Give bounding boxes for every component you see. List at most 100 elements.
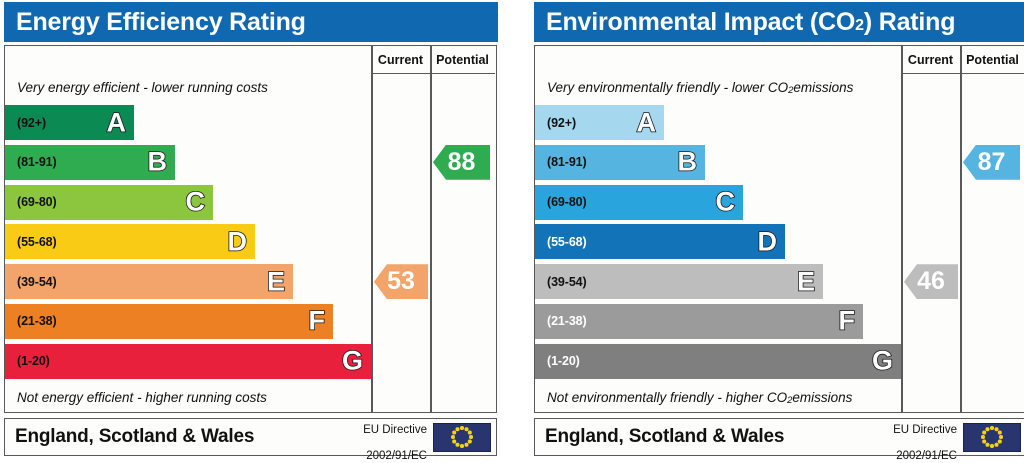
band-range-a: (92+) bbox=[17, 115, 47, 130]
co2-band-letter-c: C bbox=[715, 186, 736, 217]
band-bar-e: (39-54) E bbox=[5, 264, 293, 300]
band-range-g: (1-20) bbox=[17, 354, 50, 369]
co2-band-letter-b: B bbox=[677, 146, 698, 177]
column-header-underline bbox=[371, 72, 495, 74]
co2-band-letter-e: E bbox=[796, 266, 816, 297]
band-bar-d: (55-68) D bbox=[5, 224, 255, 260]
co2-footer-directive: EU Directive 2002/91/EC bbox=[893, 411, 963, 463]
energy-chart-body: Current Potential Very energy efficient … bbox=[4, 45, 497, 413]
co2-band-row-d: (55-68) D bbox=[535, 222, 901, 262]
energy-current-rating-marker: 53 bbox=[374, 264, 428, 300]
co2-band-range-g: (1-20) bbox=[547, 354, 580, 369]
band-letter-c: C bbox=[185, 186, 206, 217]
band-range-b: (81-91) bbox=[17, 155, 57, 170]
band-row-g: (1-20) G bbox=[5, 342, 371, 382]
co2-band-row-g: (1-20) G bbox=[535, 342, 901, 382]
band-bar-f: (21-38) F bbox=[5, 303, 333, 339]
co2-band-bar-a: (92+) A bbox=[535, 105, 664, 140]
band-bar-c: (69-80) C bbox=[5, 184, 213, 220]
co2-footer-region-label: England, Scotland & Wales bbox=[545, 426, 785, 447]
band-letter-g: G bbox=[341, 345, 364, 376]
footer-directive: EU Directive 2002/91/EC bbox=[363, 411, 433, 463]
co2-band-bar-g: (1-20) G bbox=[535, 343, 901, 379]
co2-caption-bottom-subscript: 2 bbox=[787, 394, 793, 406]
co2-caption-top-suffix: emissions bbox=[793, 80, 854, 95]
co2-column-header-underline bbox=[901, 72, 1024, 74]
co2-column-header-potential: Potential bbox=[966, 52, 1019, 67]
co2-band-bar-d: (55-68) D bbox=[535, 224, 785, 260]
co2-chart-body: Current Potential Very environmentally f… bbox=[534, 45, 1024, 413]
band-row-d: (55-68) D bbox=[5, 222, 371, 262]
co2-column-divider-potential bbox=[960, 46, 962, 412]
eu-flag-icon bbox=[433, 422, 491, 452]
energy-caption-bottom-text: Not energy efficient - higher running co… bbox=[17, 389, 267, 405]
co2-chart-title-suffix: ) Rating bbox=[863, 7, 956, 36]
environmental-impact-rating-chart: Environmental Impact (CO 2) Rating Curren… bbox=[534, 0, 1024, 462]
co2-caption-bottom: Not environmentally friendly - higher CO… bbox=[535, 382, 901, 412]
energy-chart-title: Energy Efficiency Rating bbox=[4, 2, 498, 42]
co2-band-letter-d: D bbox=[757, 226, 778, 257]
co2-band-row-f: (21-38) F bbox=[535, 302, 901, 342]
co2-chart-title-subscript: 2 bbox=[855, 17, 864, 34]
co2-band-bar-e: (39-54) E bbox=[535, 264, 823, 300]
co2-band-letter-f: F bbox=[838, 305, 856, 336]
co2-chart-title: Environmental Impact (CO 2) Rating bbox=[534, 2, 1024, 42]
energy-chart-footer: England, Scotland & Wales EU Directive 2… bbox=[4, 418, 497, 462]
energy-potential-rating-marker: 88 bbox=[433, 144, 490, 180]
co2-band-row-a: (92+) A bbox=[535, 103, 901, 143]
co2-potential-rating-marker: 87 bbox=[963, 144, 1020, 180]
co2-band-row-b: (81-91) B bbox=[535, 143, 901, 183]
footer-directive-line2: 2002/91/EC bbox=[366, 450, 427, 463]
co2-band-range-e: (39-54) bbox=[547, 274, 587, 289]
energy-chart-title-text: Energy Efficiency Rating bbox=[16, 7, 306, 36]
column-header-potential: Potential bbox=[436, 52, 489, 67]
co2-band-range-c: (69-80) bbox=[547, 195, 587, 210]
co2-chart-footer: England, Scotland & Wales EU Directive 2… bbox=[534, 418, 1024, 462]
energy-band-bars: (92+) A (81-91) B (69-80) C bbox=[5, 103, 371, 382]
band-row-e: (39-54) E bbox=[5, 262, 371, 302]
co2-caption-bottom-prefix: Not environmentally friendly - higher CO bbox=[547, 389, 788, 405]
energy-efficiency-rating-chart: Energy Efficiency Rating Current Potenti… bbox=[4, 0, 498, 462]
co2-column-divider-current bbox=[901, 46, 903, 412]
co2-band-row-e: (39-54) E bbox=[535, 262, 901, 302]
co2-caption-top: Very environmentally friendly - lower CO… bbox=[535, 72, 901, 103]
footer-directive-line1: EU Directive bbox=[363, 423, 427, 436]
footer-region-label: England, Scotland & Wales bbox=[15, 426, 255, 447]
band-row-c: (69-80) C bbox=[5, 183, 371, 223]
co2-band-range-b: (81-91) bbox=[547, 155, 587, 170]
column-header-current: Current bbox=[377, 52, 424, 67]
band-bar-b: (81-91) B bbox=[5, 144, 175, 180]
co2-chart-title-prefix: Environmental Impact (CO bbox=[546, 7, 856, 36]
band-bar-g: (1-20) G bbox=[5, 343, 371, 379]
energy-caption-bottom: Not energy efficient - higher running co… bbox=[5, 382, 371, 412]
band-row-f: (21-38) F bbox=[5, 302, 371, 342]
band-letter-d: D bbox=[227, 226, 248, 257]
co2-band-range-a: (92+) bbox=[547, 115, 577, 130]
co2-current-rating-marker: 46 bbox=[904, 264, 958, 300]
eu-flag-icon bbox=[963, 422, 1021, 452]
band-letter-a: A bbox=[106, 107, 127, 137]
co2-footer-directive-line1: EU Directive bbox=[893, 423, 957, 436]
band-range-e: (39-54) bbox=[17, 274, 57, 289]
band-range-c: (69-80) bbox=[17, 195, 57, 210]
co2-band-letter-g: G bbox=[871, 345, 894, 376]
co2-band-row-c: (69-80) C bbox=[535, 183, 901, 223]
co2-band-bar-f: (21-38) F bbox=[535, 303, 863, 339]
band-letter-f: F bbox=[308, 305, 326, 336]
co2-footer-directive-line2: 2002/91/EC bbox=[896, 450, 957, 463]
energy-caption-top-text: Very energy efficient - lower running co… bbox=[17, 80, 268, 95]
band-bar-a: (92+) A bbox=[5, 105, 134, 140]
co2-column-header-current: Current bbox=[907, 52, 954, 67]
band-letter-e: E bbox=[266, 266, 286, 297]
co2-band-range-f: (21-38) bbox=[547, 314, 587, 329]
column-divider-current bbox=[371, 46, 373, 412]
band-letter-b: B bbox=[147, 146, 168, 177]
co2-band-bars: (92+) A (81-91) B (69-80) C bbox=[535, 103, 901, 382]
band-row-a: (92+) A bbox=[5, 103, 371, 143]
column-divider-potential bbox=[430, 46, 432, 412]
band-range-f: (21-38) bbox=[17, 314, 57, 329]
co2-caption-top-prefix: Very environmentally friendly - lower CO bbox=[547, 80, 789, 95]
band-range-d: (55-68) bbox=[17, 234, 57, 249]
energy-caption-top: Very energy efficient - lower running co… bbox=[5, 72, 371, 103]
